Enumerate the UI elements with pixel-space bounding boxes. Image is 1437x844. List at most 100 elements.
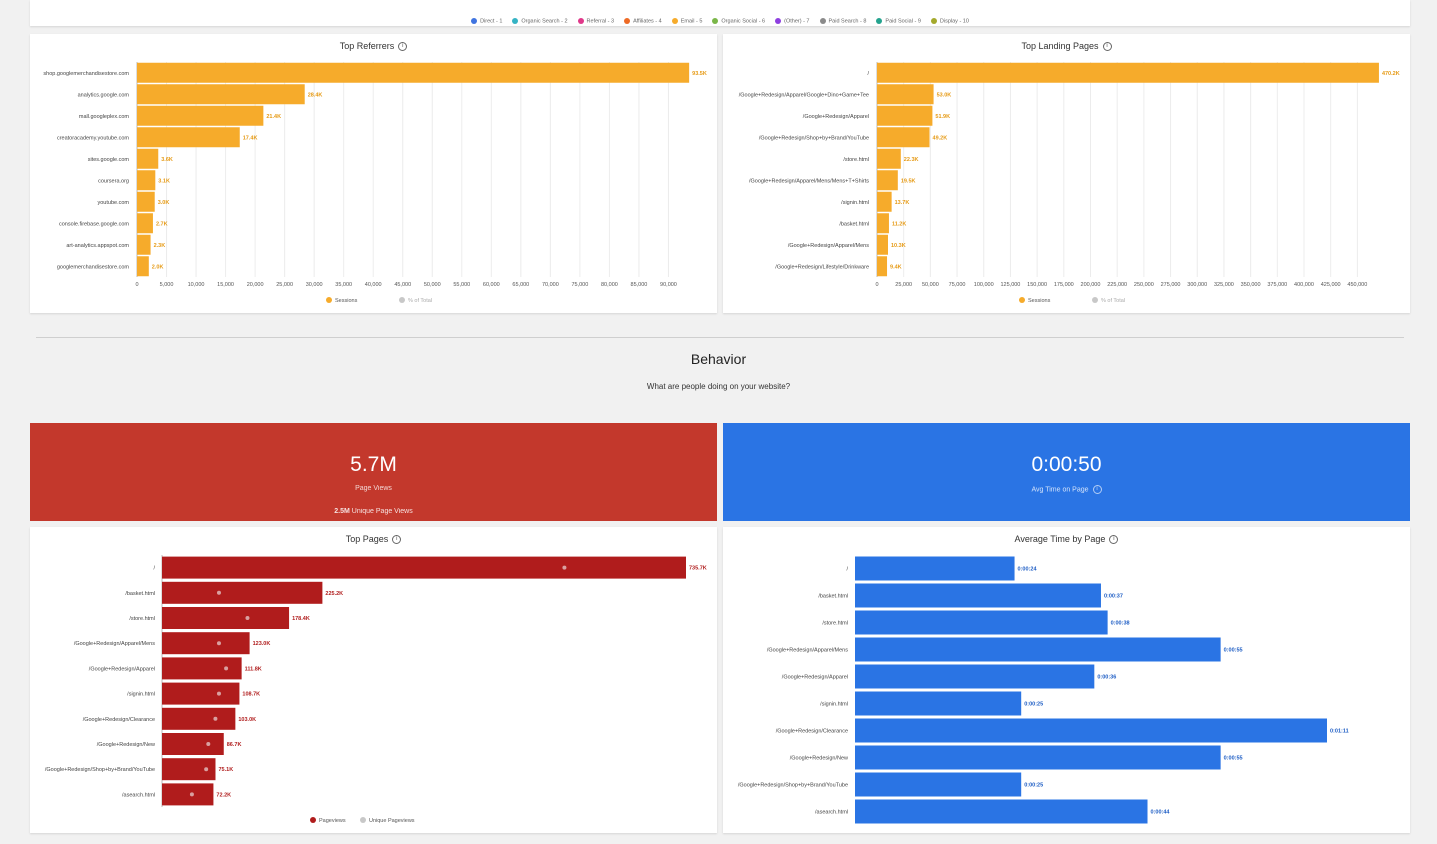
- x-tick-label: 0: [135, 282, 138, 288]
- category-label: /Google+Redesign/Shop+by+Brand/YouTube: [738, 783, 848, 789]
- top-referrers-title: Top Referrers i: [30, 41, 717, 52]
- avg-time-label-text: Avg Time on Page: [1031, 486, 1089, 494]
- top-pages-card: Top Pages i / 735.7K/basket.html 225.2K/sto…: [30, 527, 717, 833]
- bar: [877, 84, 934, 105]
- legend-item[interactable]: Email - 5: [671, 17, 703, 24]
- data-label: 86.7K: [227, 742, 242, 748]
- bar: [855, 718, 1327, 743]
- channel-legend-card: Direct - 1 Organic Search - 2 Referral - 3…: [30, 0, 1410, 26]
- bar: [137, 234, 151, 255]
- category-label: googlemerchandisestore.com: [57, 264, 130, 270]
- x-tick-label: 25,000: [276, 282, 293, 288]
- bar: [137, 84, 305, 105]
- legend-item[interactable]: Direct - 1: [471, 17, 502, 24]
- x-tick-label: 25,000: [895, 282, 912, 288]
- top-landing-pages-title: Top Landing Pages i: [723, 41, 1410, 52]
- data-label: 108.7K: [242, 692, 260, 698]
- legend-dot-icon: [930, 17, 937, 24]
- bar: [855, 637, 1221, 662]
- x-tick-label: 85,000: [631, 282, 648, 288]
- x-tick-label: 50,000: [424, 282, 441, 288]
- legend-item[interactable]: Organic Social - 6: [712, 17, 765, 24]
- x-tick-label: 425,000: [1321, 282, 1341, 288]
- legend-item[interactable]: Paid Search - 8: [819, 17, 866, 24]
- data-label: 72.2K: [216, 792, 231, 798]
- info-icon[interactable]: i: [1102, 42, 1112, 52]
- category-label: /store.html: [129, 616, 155, 622]
- legend-dot-icon: [310, 817, 316, 823]
- bar: [137, 170, 156, 191]
- bar: [162, 581, 323, 604]
- data-label: 17.4K: [243, 135, 258, 141]
- category-label: /: [846, 567, 848, 573]
- data-label: 9.4K: [890, 264, 902, 270]
- legend-dot-icon: [360, 817, 366, 823]
- data-label: 0:00:38: [1111, 621, 1130, 627]
- data-label: 19.5K: [901, 178, 916, 184]
- top-referrers-card: Top Referrers i 0 5,000 10,000 15,000 20,000 2…: [30, 34, 717, 313]
- chart-title: Top Landing Pages: [1021, 41, 1099, 51]
- data-label: 0:00:24: [1018, 567, 1038, 573]
- bar: [137, 148, 159, 169]
- legend-label: Paid Social - 9: [885, 18, 921, 24]
- chart-title: Top Referrers: [339, 41, 395, 51]
- category-label: /basket.html: [818, 594, 848, 600]
- bar: [162, 758, 216, 781]
- bar: [877, 191, 892, 212]
- info-icon[interactable]: i: [1092, 485, 1102, 494]
- legend-dot-icon: [1092, 297, 1098, 303]
- x-tick-label: 15,000: [217, 282, 234, 288]
- info-icon[interactable]: i: [1109, 535, 1119, 545]
- data-label: 3.1K: [158, 178, 170, 184]
- category-label: coursera.org: [98, 178, 129, 184]
- legend-dot-icon: [712, 17, 719, 24]
- legend-label: Display - 10: [939, 18, 969, 24]
- bar: [855, 610, 1108, 635]
- legend-item[interactable]: Paid Social - 9: [876, 17, 921, 24]
- info-icon[interactable]: i: [398, 42, 408, 52]
- unique-pageviews-point: [189, 792, 194, 797]
- category-label: mall.googleplex.com: [79, 114, 130, 120]
- avg-time-label: Avg Time on Page i: [723, 485, 1410, 494]
- x-tick-label: 100,000: [974, 282, 994, 288]
- bar: [162, 783, 214, 806]
- x-tick-label: 275,000: [1161, 282, 1181, 288]
- data-label: 49.2K: [933, 135, 948, 141]
- category-label: /Google+Redesign/Apparel/Mens: [788, 243, 869, 249]
- legend-item[interactable]: Organic Search - 2: [512, 17, 568, 24]
- category-label: /Google+Redesign/New: [97, 742, 155, 748]
- page-views-scorecard: 5.7M Page Views 2.5M Unique Page Views: [30, 423, 717, 521]
- bar: [877, 62, 1379, 83]
- x-tick-label: 40,000: [365, 282, 382, 288]
- legend-label: Sessions: [335, 298, 358, 304]
- avg-time-scorecard: 0:00:50 Avg Time on Page i: [723, 423, 1410, 521]
- legend-item[interactable]: Display - 10: [930, 17, 969, 24]
- x-tick-label: 90,000: [660, 282, 677, 288]
- avg-time-by-page-card: Average Time by Page i / 0:00:24/basket.ht…: [723, 527, 1410, 833]
- x-tick-label: 300,000: [1187, 282, 1207, 288]
- category-label: /Google+Redesign/Apparel: [89, 666, 155, 672]
- data-label: 3.6K: [161, 157, 173, 163]
- x-tick-label: 50,000: [922, 282, 939, 288]
- legend-label: Referral - 3: [586, 18, 615, 24]
- chart-title: Average Time by Page: [1014, 534, 1106, 544]
- category-label: /basket.html: [839, 221, 869, 227]
- category-label: /: [153, 566, 155, 572]
- bar: [162, 707, 236, 730]
- bar: [855, 691, 1022, 716]
- x-tick-label: 75,000: [571, 282, 588, 288]
- legend-item[interactable]: (Other) - 7: [775, 17, 810, 24]
- avg-time-by-page-chart: / 0:00:24/basket.html 0:00:37/store.html 0:…: [738, 556, 1349, 824]
- bar: [162, 632, 250, 655]
- x-tick-label: 150,000: [1027, 282, 1047, 288]
- info-icon[interactable]: i: [392, 535, 402, 545]
- legend-item[interactable]: Referral - 3: [577, 17, 615, 24]
- legend-dot-icon: [471, 17, 478, 24]
- category-label: shop.googlemerchandisestore.com: [43, 71, 129, 77]
- bar: [137, 62, 690, 83]
- x-tick-label: 75,000: [949, 282, 966, 288]
- legend-item[interactable]: Affiliates - 4: [624, 17, 662, 24]
- bar: [877, 148, 901, 169]
- x-tick-label: 35,000: [335, 282, 352, 288]
- legend-label: Email - 5: [680, 18, 703, 24]
